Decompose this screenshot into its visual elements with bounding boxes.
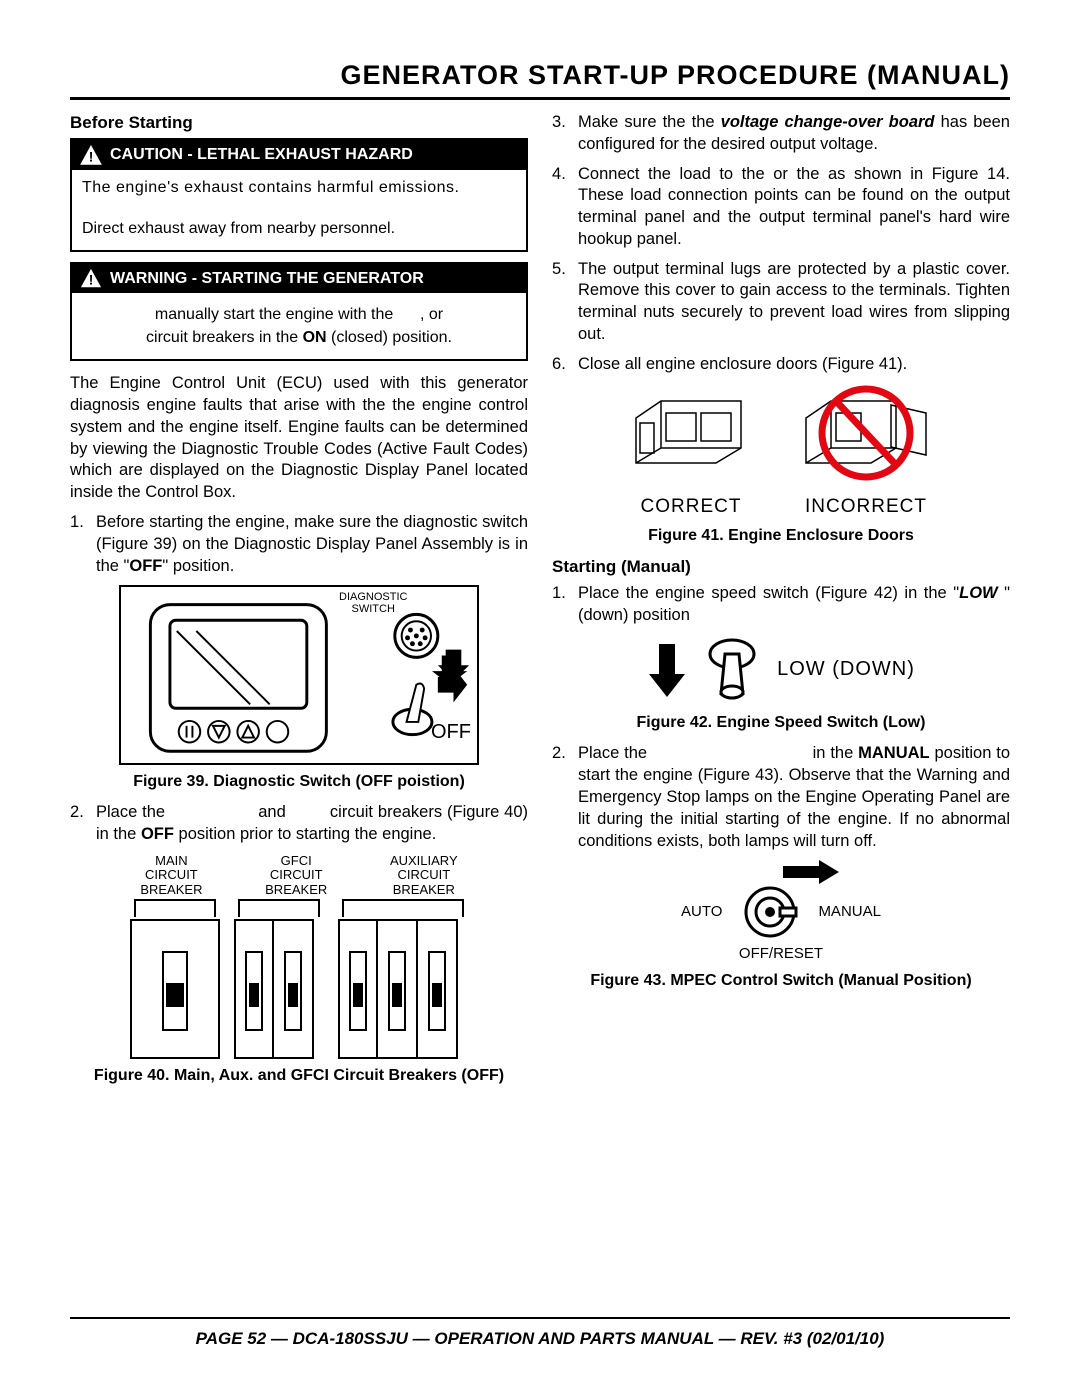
left-list: Before starting the engine, make sure th…: [70, 512, 528, 577]
figure-42: LOW (DOWN): [552, 634, 1010, 704]
caution-box: ! CAUTION - LETHAL EXHAUST HAZARD The en…: [70, 138, 528, 251]
right-list: Make sure the the voltage change-over bo…: [552, 112, 1010, 375]
list-item: Make sure the the voltage change-over bo…: [552, 112, 1010, 156]
warning-body: manually start the engine with the , or …: [72, 293, 526, 359]
before-starting-heading: Before Starting: [70, 112, 528, 134]
svg-text:!: !: [89, 149, 94, 164]
manual-label: MANUAL: [818, 902, 881, 922]
down-arrow-icon: [647, 639, 687, 699]
breaker-label: MAIN CIRCUIT BREAKER: [140, 854, 202, 897]
warning-box: ! WARNING - STARTING THE GENERATOR manua…: [70, 262, 528, 361]
warning-triangle-icon: !: [80, 145, 102, 165]
starting-list: Place the engine speed switch (Figure 42…: [552, 583, 1010, 627]
list-item: Place the engine speed switch (Figure 42…: [552, 583, 1010, 627]
toggle-switch-icon: [707, 634, 757, 704]
list-item: Connect the load to the or the as shown …: [552, 164, 1010, 251]
gfci-breakers: [234, 919, 324, 1059]
figure-42-caption: Figure 42. Engine Speed Switch (Low): [552, 712, 1010, 733]
right-arrow-icon: [781, 860, 841, 884]
figure-40-caption: Figure 40. Main, Aux. and GFCI Circuit B…: [70, 1065, 528, 1086]
figure-43-caption: Figure 43. MPEC Control Switch (Manual P…: [552, 970, 1010, 991]
diagnostic-switch-label: DIAGNOSTIC SWITCH: [339, 591, 407, 615]
figure-41: CORRECT INCORRECT: [552, 383, 1010, 519]
rotary-switch-icon: [742, 884, 798, 940]
list-item: Close all engine enclosure doors (Figure…: [552, 354, 1010, 376]
list-item: Place the in the MANUAL position to star…: [552, 743, 1010, 852]
off-reset-label: OFF/RESET: [739, 944, 823, 964]
caution-header: ! CAUTION - LETHAL EXHAUST HAZARD: [72, 140, 526, 169]
svg-text:!: !: [89, 273, 94, 288]
low-down-label: LOW (DOWN): [777, 656, 915, 682]
breaker-labels: MAIN CIRCUIT BREAKER GFCI CIRCUIT BREAKE…: [109, 854, 489, 897]
correct-enclosure: CORRECT: [626, 383, 756, 519]
caution-text-2: Direct exhaust away from nearby personne…: [82, 217, 516, 240]
left-column: Before Starting ! CAUTION - LETHAL EXHAU…: [70, 112, 528, 1096]
auto-label: AUTO: [681, 902, 722, 922]
breaker-label: GFCI CIRCUIT BREAKER: [265, 854, 327, 897]
warning-triangle-icon: !: [80, 268, 102, 288]
incorrect-enclosure: INCORRECT: [796, 383, 936, 519]
content-columns: Before Starting ! CAUTION - LETHAL EXHAU…: [70, 112, 1010, 1096]
main-breaker: [130, 919, 220, 1059]
incorrect-label: INCORRECT: [796, 494, 936, 519]
caution-text-1: The engine's exhaust contains harmful em…: [82, 176, 516, 199]
left-list-2: Place the and circuit breakers (Figure 4…: [70, 802, 528, 846]
off-label: OFF: [431, 719, 471, 745]
correct-label: CORRECT: [626, 494, 756, 519]
breaker-label: AUXILIARY CIRCUIT BREAKER: [390, 854, 458, 897]
caution-title: CAUTION - LETHAL EXHAUST HAZARD: [110, 144, 413, 165]
figure-40: MAIN CIRCUIT BREAKER GFCI CIRCUIT BREAKE…: [109, 854, 489, 1059]
starting-manual-heading: Starting (Manual): [552, 556, 1010, 578]
figure-39-caption: Figure 39. Diagnostic Switch (OFF poisti…: [70, 771, 528, 792]
ecu-paragraph: The Engine Control Unit (ECU) used with …: [70, 373, 528, 504]
figure-41-caption: Figure 41. Engine Enclosure Doors: [552, 525, 1010, 546]
page-footer: PAGE 52 — DCA-180SSJU — OPERATION AND PA…: [70, 1317, 1010, 1349]
right-column: Make sure the the voltage change-over bo…: [552, 112, 1010, 1096]
warning-header: ! WARNING - STARTING THE GENERATOR: [72, 264, 526, 293]
warning-text: manually start the engine with the , or …: [146, 306, 452, 346]
list-item: Before starting the engine, make sure th…: [70, 512, 528, 577]
figure-39: DIAGNOSTIC SWITCH OFF: [119, 585, 479, 765]
caution-body: The engine's exhaust contains harmful em…: [72, 170, 526, 250]
aux-breakers: [338, 919, 468, 1059]
page-title: GENERATOR START-UP PROCEDURE (MANUAL): [70, 60, 1010, 100]
list-item: Place the and circuit breakers (Figure 4…: [70, 802, 528, 846]
list-item: The output terminal lugs are protected b…: [552, 259, 1010, 346]
starting-list-2: Place the in the MANUAL position to star…: [552, 743, 1010, 852]
warning-title: WARNING - STARTING THE GENERATOR: [110, 268, 424, 289]
figure-43: AUTO MANUAL OFF/RESET: [552, 860, 1010, 964]
